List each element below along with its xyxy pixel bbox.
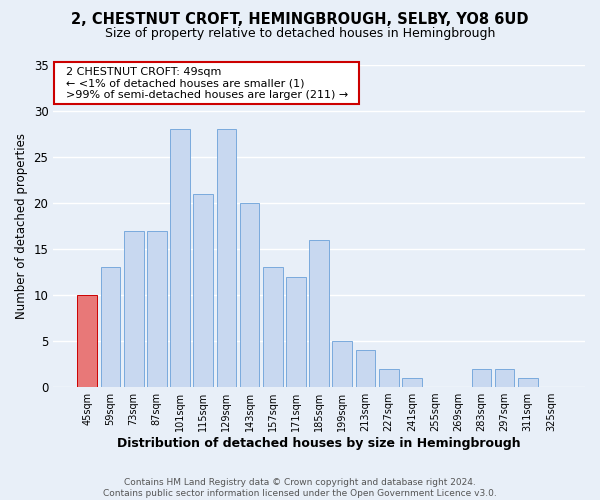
- Text: 2, CHESTNUT CROFT, HEMINGBROUGH, SELBY, YO8 6UD: 2, CHESTNUT CROFT, HEMINGBROUGH, SELBY, …: [71, 12, 529, 28]
- Text: Contains HM Land Registry data © Crown copyright and database right 2024.
Contai: Contains HM Land Registry data © Crown c…: [103, 478, 497, 498]
- Bar: [101, 268, 121, 387]
- Y-axis label: Number of detached properties: Number of detached properties: [15, 133, 28, 319]
- Bar: [356, 350, 376, 387]
- Text: Size of property relative to detached houses in Hemingbrough: Size of property relative to detached ho…: [105, 28, 495, 40]
- Bar: [240, 203, 259, 387]
- Text: 2 CHESTNUT CROFT: 49sqm  
  ← <1% of detached houses are smaller (1)  
  >99% of: 2 CHESTNUT CROFT: 49sqm ← <1% of detache…: [59, 66, 355, 100]
- Bar: [309, 240, 329, 387]
- X-axis label: Distribution of detached houses by size in Hemingbrough: Distribution of detached houses by size …: [118, 437, 521, 450]
- Bar: [77, 295, 97, 387]
- Bar: [472, 368, 491, 387]
- Bar: [170, 130, 190, 387]
- Bar: [402, 378, 422, 387]
- Bar: [332, 341, 352, 387]
- Bar: [193, 194, 213, 387]
- Bar: [495, 368, 514, 387]
- Bar: [217, 130, 236, 387]
- Bar: [124, 230, 143, 387]
- Bar: [147, 230, 167, 387]
- Bar: [518, 378, 538, 387]
- Bar: [379, 368, 398, 387]
- Bar: [263, 268, 283, 387]
- Bar: [286, 276, 306, 387]
